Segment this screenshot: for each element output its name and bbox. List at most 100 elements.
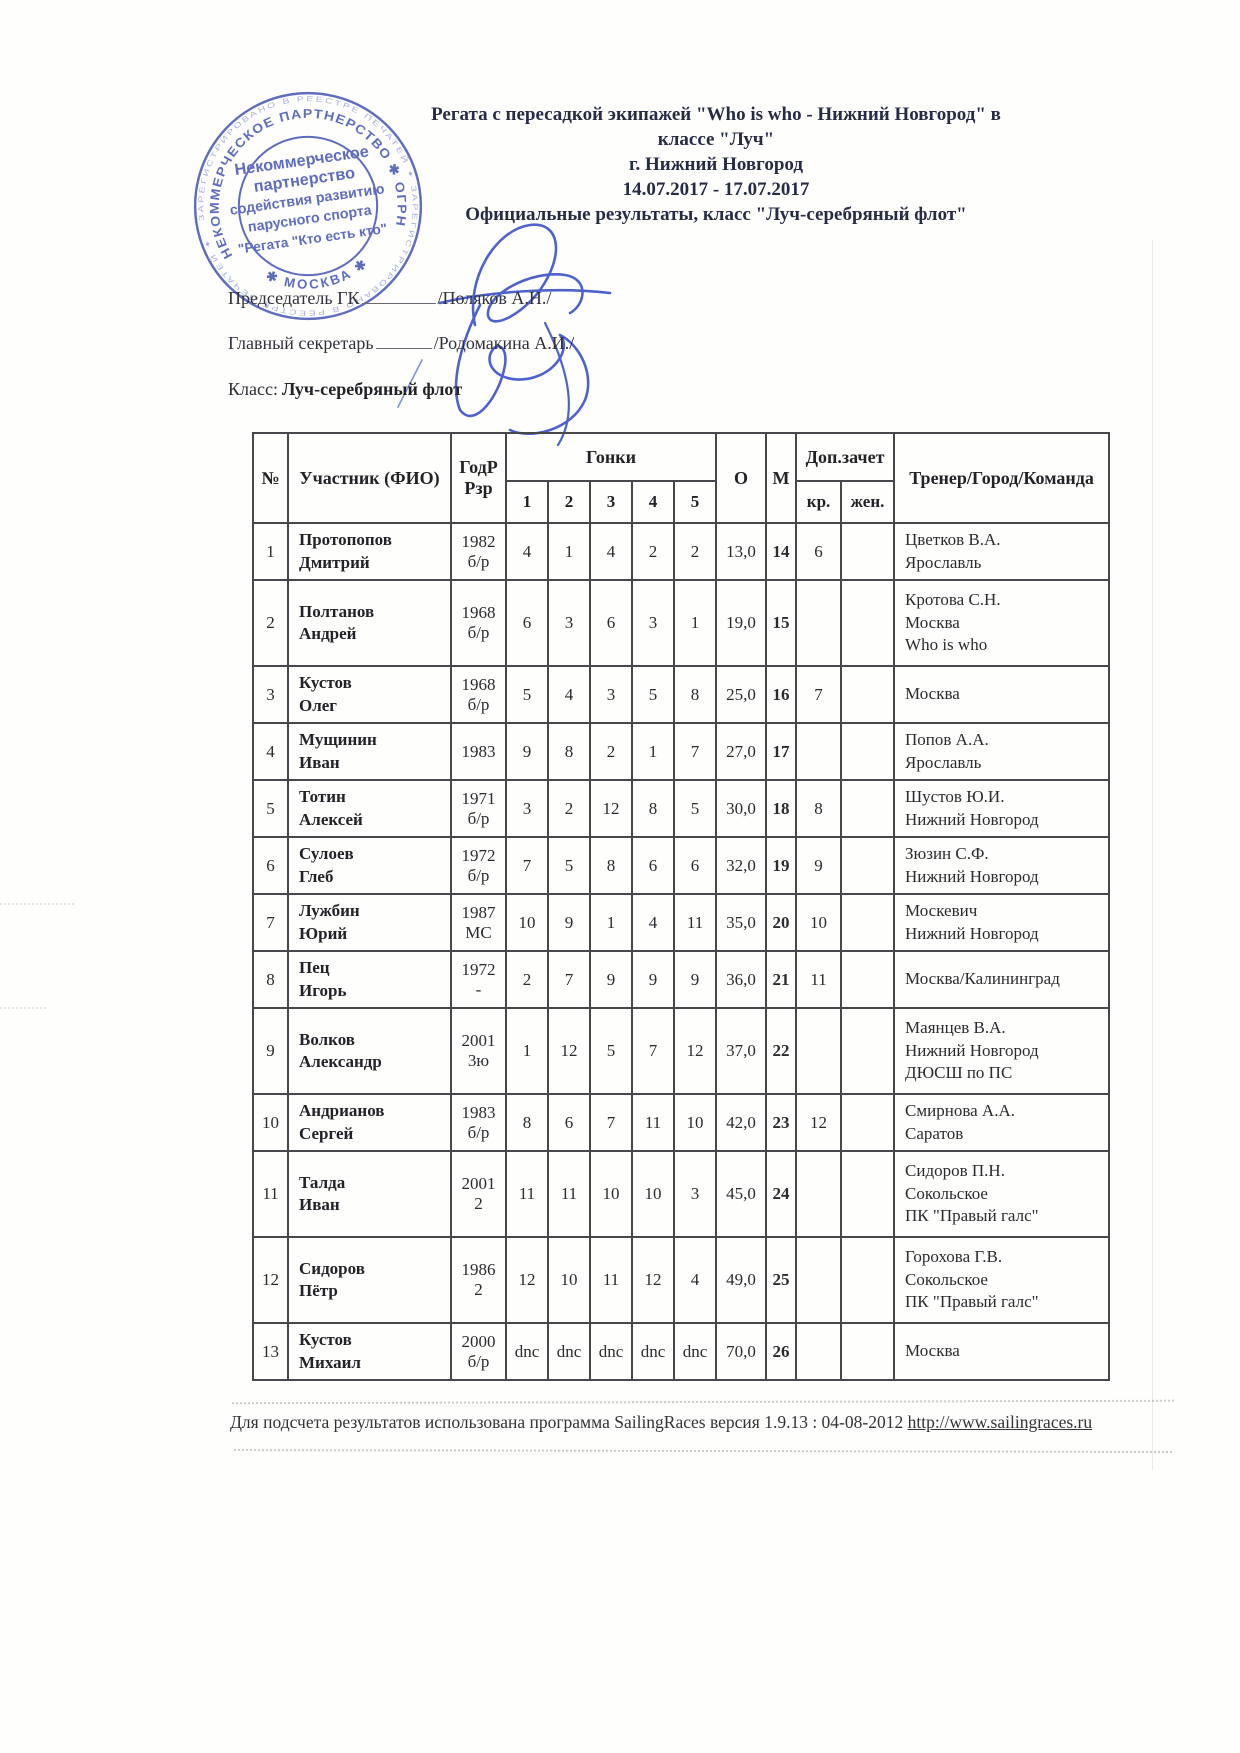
- cell-zhen: [840, 1007, 896, 1095]
- cell-race-4: 4: [631, 893, 675, 952]
- cell-place: 18: [765, 779, 798, 838]
- cell-year-rank: 2001 2: [450, 1150, 507, 1238]
- cell-race-3: 9: [589, 950, 633, 1009]
- footer-link[interactable]: http://www.sailingraces.ru: [907, 1412, 1093, 1432]
- cell-race-2: 3: [547, 579, 591, 667]
- cell-race-2: 10: [547, 1236, 591, 1324]
- cell-race-4: 5: [631, 665, 675, 724]
- scan-artifact-line: [231, 1399, 1175, 1405]
- cell-kr: [795, 1236, 843, 1324]
- cell-kr: 10: [795, 893, 843, 952]
- cell-trainer: Попов А.А. Ярославль: [893, 722, 1111, 781]
- cell-year-rank: 1971 б/р: [450, 779, 507, 838]
- cell-trainer: Москва: [893, 1322, 1111, 1381]
- cell-number: 7: [252, 893, 289, 952]
- cell-race-4: dnc: [631, 1322, 675, 1381]
- cell-trainer: Смирнова А.А. Саратов: [893, 1093, 1111, 1152]
- cell-participant: Сулоев Глеб: [287, 836, 452, 895]
- cell-race-3: 6: [589, 579, 633, 667]
- cell-kr: [795, 1150, 843, 1238]
- cell-place: 14: [765, 522, 798, 581]
- title-line: классе "Луч": [657, 129, 775, 150]
- cell-race-1: 6: [505, 579, 549, 667]
- cell-race-4: 8: [631, 779, 675, 838]
- table-row: 2 Полтанов Андрей 1968 б/р 6 3 6 3 1 19,0 15 Кротова…: [252, 579, 1111, 667]
- cell-year-rank: 1972-: [450, 950, 507, 1009]
- footer-note: Для подсчета результатов использована пр…: [230, 1412, 1190, 1433]
- secretary-name: /Родомакина А.И./: [433, 333, 575, 353]
- cell-race-2: 12: [547, 1007, 591, 1095]
- cell-place: 19: [765, 836, 798, 895]
- class-line: Класс: Луч-серебряный флот: [228, 379, 462, 400]
- cell-race-5: 4: [672, 1236, 718, 1324]
- cell-place: 26: [765, 1322, 798, 1381]
- cell-participant: Пец Игорь: [287, 950, 452, 1009]
- cell-race-4: 2: [631, 522, 675, 581]
- cell-number: 3: [252, 665, 289, 724]
- cell-points: 49,0: [715, 1236, 768, 1324]
- cell-race-4: 3: [631, 579, 675, 667]
- cell-race-1: 9: [505, 722, 549, 781]
- signatures-overlay: [397, 223, 612, 447]
- cell-race-3: dnc: [589, 1322, 633, 1381]
- cell-race-1: 12: [505, 1236, 549, 1324]
- cell-place: 24: [765, 1150, 798, 1238]
- table-row: 3 Кустов Олег 1968 б/р 5 4 3 5 8 25,0 16 7 Москва: [252, 665, 1111, 724]
- cell-race-1: dnc: [505, 1322, 549, 1381]
- col-header-zhen: жен.: [840, 480, 896, 524]
- cell-trainer: Москевич Нижний Новгород: [893, 893, 1111, 952]
- cell-trainer: Зюзин С.Ф. Нижний Новгород: [893, 836, 1111, 895]
- col-header-race-2: 2: [547, 480, 591, 524]
- cell-race-5: 11: [672, 893, 718, 952]
- cell-race-2: 11: [547, 1150, 591, 1238]
- cell-trainer: Москва/Калининград: [893, 950, 1111, 1009]
- cell-year-rank: 1983: [450, 722, 507, 781]
- cell-race-1: 2: [505, 950, 549, 1009]
- class-label: Класс:: [228, 379, 278, 399]
- cell-zhen: [840, 893, 896, 952]
- cell-zhen: [840, 950, 896, 1009]
- organization-stamp: ЗАРЕГИСТРИРОВАНО В РЕЕСТРЕ ПЕЧАТЕЙ ✦ ЗАР…: [186, 84, 430, 328]
- cell-participant: Волков Александр: [287, 1007, 452, 1095]
- cell-participant: Протопопов Дмитрий: [287, 522, 452, 581]
- cell-participant: Сидоров Пётр: [287, 1236, 452, 1324]
- col-header-races: Гонки: [504, 432, 718, 482]
- cell-race-5: 6: [672, 836, 718, 895]
- cell-place: 21: [765, 950, 798, 1009]
- cell-year-rank: 1982 б/р: [450, 522, 507, 581]
- year-label: ГодР: [459, 457, 498, 477]
- cell-race-3: 7: [589, 1093, 633, 1152]
- col-header-race-4: 4: [631, 480, 675, 524]
- cell-race-4: 10: [631, 1150, 675, 1238]
- col-header-race-3: 3: [589, 480, 633, 524]
- cell-race-1: 8: [505, 1093, 549, 1152]
- cell-race-5: 9: [672, 950, 718, 1009]
- cell-race-5: 2: [672, 522, 718, 581]
- scan-artifact-line: [0, 1007, 46, 1009]
- document-title: Регата с пересадкой экипажей "Who is who…: [392, 102, 1040, 227]
- cell-number: 11: [252, 1150, 289, 1238]
- col-header-trainer: Тренер/Город/Команда: [893, 432, 1111, 524]
- cell-zhen: [840, 522, 896, 581]
- table-row: 6 Сулоев Глеб 1972 б/р 7 5 8 6 6 32,0 19 9 Зюзин С.Ф.…: [252, 836, 1111, 895]
- cell-points: 36,0: [715, 950, 768, 1009]
- cell-year-rank: 1986 2: [450, 1236, 507, 1324]
- chairman-label: Председатель ГК: [228, 288, 360, 308]
- table-row: 1 Протопопов Дмитрий 1982 б/р 4 1 4 2 2 13,0 14 6 Цве…: [252, 522, 1111, 581]
- cell-year-rank: 1968 б/р: [450, 579, 507, 667]
- cell-number: 12: [252, 1236, 289, 1324]
- cell-points: 70,0: [715, 1322, 768, 1381]
- cell-race-2: 8: [547, 722, 591, 781]
- cell-year-rank: 1972 б/р: [450, 836, 507, 895]
- cell-points: 32,0: [715, 836, 768, 895]
- cell-race-5: 1: [672, 579, 718, 667]
- cell-year-rank: 2001 3ю: [450, 1007, 507, 1095]
- cell-points: 30,0: [715, 779, 768, 838]
- cell-number: 8: [252, 950, 289, 1009]
- cell-trainer: Москва: [893, 665, 1111, 724]
- cell-race-5: 10: [672, 1093, 718, 1152]
- col-header-kr: кр.: [795, 480, 843, 524]
- cell-kr: [795, 579, 843, 667]
- cell-zhen: [840, 579, 896, 667]
- col-header-race-1: 1: [505, 480, 549, 524]
